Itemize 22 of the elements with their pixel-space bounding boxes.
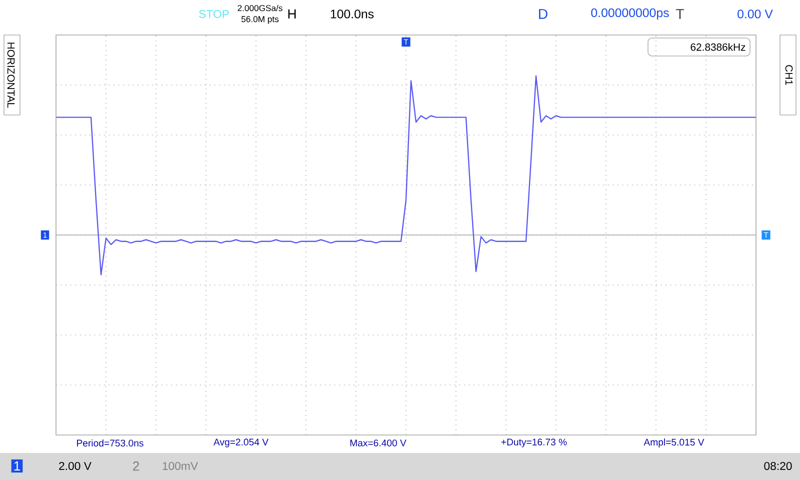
text: HORIZONTAL [7, 42, 15, 108]
text: 62.8386kHz [690, 43, 746, 51]
text: +Duty=16.73 % [501, 438, 567, 448]
text: D [539, 9, 548, 19]
text: 2.00 V [59, 462, 92, 470]
text: 0.00000000ps [591, 8, 669, 20]
text: 0.00 V [738, 10, 773, 18]
text: 2.000GSa/s [238, 4, 282, 12]
text: CH1 [785, 65, 793, 85]
text: T [676, 9, 684, 19]
text: 100.0ns [330, 10, 374, 18]
text: Ampl=5.015 V [644, 438, 704, 448]
text: STOP [199, 10, 229, 18]
text: 100mV [162, 462, 198, 470]
text: H [288, 9, 296, 19]
text: 56.0M pts [241, 16, 279, 24]
text: Max=6.400 V [350, 440, 406, 446]
text: 2 [132, 461, 140, 471]
text: 08:20 [764, 462, 792, 470]
text: Period=753.0ns [77, 439, 144, 447]
text: Avg=2.054 V [214, 438, 268, 448]
text: 1 [14, 461, 20, 471]
